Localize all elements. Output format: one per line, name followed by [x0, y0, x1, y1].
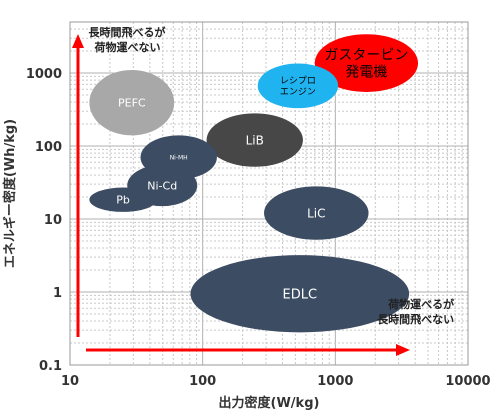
plot-frame	[69, 21, 469, 366]
region-3: LiB	[206, 113, 303, 167]
y-tick-label: 0.1	[39, 359, 62, 374]
region-label: LiB	[246, 133, 264, 147]
region-ellipse	[89, 187, 157, 212]
region-ellipse	[264, 186, 369, 240]
region-ellipse	[206, 113, 303, 167]
y-tick-label: 10	[44, 213, 62, 228]
x-tick-label: 100	[189, 374, 216, 389]
tick-labels: 10 100 1000 10000 0.1 1 10 100 1000	[26, 67, 491, 389]
region-0: ガスタービン発電機	[314, 34, 419, 92]
region-ellipse	[190, 255, 410, 333]
annotation-energy: 長時間飛べるが荷物運べない	[89, 25, 166, 54]
region-2: PEFC	[89, 69, 175, 136]
region-label: Ni-Cd	[147, 180, 177, 193]
annotation-power: 荷物運べるが長時間飛べない	[377, 297, 454, 326]
region-label: Ni-MH	[170, 154, 188, 161]
y-axis-label: エネルギー密度(Wh/kg)	[2, 119, 18, 268]
x-tick-label: 10	[61, 374, 79, 389]
y-tick-label: 1	[53, 286, 62, 301]
y-tick-label: 100	[35, 140, 62, 155]
x-axis-label: 出力密度(W/kg)	[219, 395, 320, 411]
region-6: Pb	[89, 187, 157, 212]
region-8: EDLC	[190, 255, 410, 333]
region-label: Pb	[116, 194, 130, 207]
x-tick-label: 1000	[317, 374, 353, 389]
region-label: ガスタービン発電機	[324, 48, 408, 81]
region-1: レシプロエンジン	[257, 63, 339, 109]
region-7: LiC	[264, 186, 369, 240]
region-ellipse	[314, 34, 419, 92]
region-ellipse	[89, 69, 175, 136]
region-label: LiC	[307, 206, 325, 220]
y-tick-label: 1000	[26, 67, 62, 82]
arrows	[72, 34, 410, 356]
horizontal-arrow-head	[396, 344, 410, 356]
region-ellipse	[257, 63, 339, 109]
region-label: EDLC	[283, 287, 318, 302]
region-label: レシプロエンジン	[280, 76, 316, 98]
x-tick-label: 10000	[445, 374, 490, 389]
region-label: PEFC	[118, 97, 146, 110]
vertical-arrow-head	[72, 34, 84, 48]
